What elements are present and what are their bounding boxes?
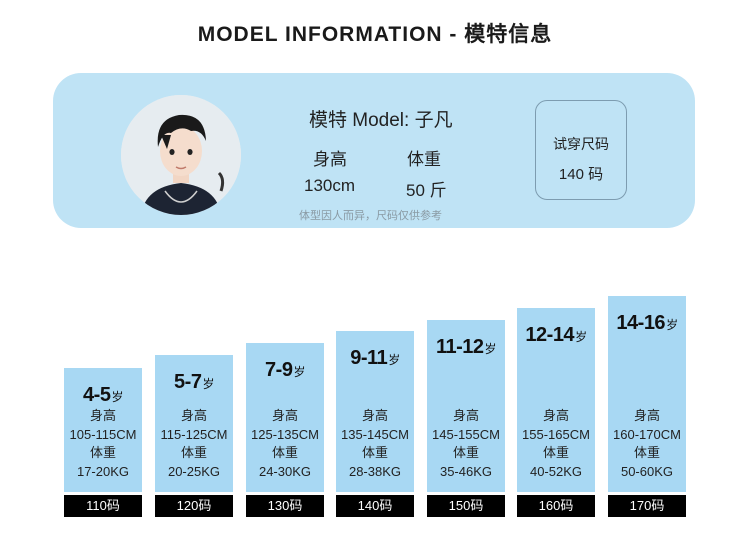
size-tag: 160码: [517, 495, 595, 517]
size-tag: 170码: [608, 495, 686, 517]
size-disclaimer: 体型因人而异，尺码仅供参考: [299, 210, 442, 222]
age-unit: 岁: [388, 353, 400, 367]
height-value: 130cm: [304, 176, 356, 195]
weight-label: 体重: [407, 150, 441, 169]
size-column: 9-11岁身高 135-145CM 体重 28-38KG 140码: [336, 331, 414, 517]
try-on-size-box: 试穿尺码 140 码: [535, 100, 627, 200]
age-unit: 岁: [484, 342, 497, 356]
size-tag: 120码: [155, 495, 233, 517]
size-details: 身高 135-145CM 体重 28-38KG: [336, 407, 414, 481]
weight-label: 体重: [452, 445, 479, 460]
weight-range: 24-30KG: [258, 463, 312, 479]
size-column: 7-9岁身高 125-135CM 体重 24-30KG 130码: [246, 343, 324, 517]
weight-range: 35-46KG: [439, 463, 493, 479]
size-box: [427, 320, 505, 492]
age-range-value: 12-14: [525, 324, 575, 346]
page-title: MODEL INFORMATION - 模特信息: [197, 23, 553, 46]
size-details: 身高 105-115CM 体重 17-20KG: [64, 407, 142, 481]
size-column: 14-16岁身高 160-170CM 体重 50-60KG 170码: [608, 296, 686, 517]
height-range: 155-165CM: [522, 426, 590, 442]
height-range: 115-125CM: [160, 426, 228, 442]
size-column: 4-5岁 身高 105-115CM 体重 17-20KG 110码: [64, 368, 142, 517]
weight-range: 20-25KG: [167, 463, 221, 479]
height-label: 身高: [313, 150, 347, 169]
size-details: 身高 155-165CM 体重 40-52KG: [517, 407, 595, 481]
age-unit: 岁: [111, 390, 123, 404]
age-range: 4-5岁: [64, 384, 142, 407]
size-details: 身高 125-135CM 体重 24-30KG: [246, 407, 324, 481]
age-range: 12-14岁: [517, 324, 595, 347]
size-tag: 140码: [336, 495, 414, 517]
age-range-value: 5-7: [174, 371, 202, 393]
model-avatar: [121, 95, 241, 215]
age-range: 9-11岁: [336, 347, 414, 370]
weight-range: 50-60KG: [620, 463, 674, 479]
age-range: 11-12岁: [427, 336, 505, 359]
weight-range: 17-20KG: [76, 463, 130, 479]
age-unit: 岁: [293, 365, 305, 379]
height-range: 160-170CM: [613, 426, 681, 442]
size-column: 12-14岁身高 155-165CM 体重 40-52KG 160码: [517, 308, 595, 517]
age-unit: 岁: [575, 330, 587, 344]
weight-label: 体重: [361, 445, 388, 460]
age-range: 5-7岁: [155, 371, 233, 394]
height-range: 105-115CM: [69, 426, 137, 442]
height-label: 身高: [452, 408, 479, 423]
age-unit: 岁: [202, 377, 214, 391]
size-box: [64, 368, 142, 492]
weight-label: 体重: [271, 445, 298, 460]
size-tag: 150码: [427, 495, 505, 517]
height-label: 身高: [89, 408, 116, 423]
size-details: 身高 160-170CM 体重 50-60KG: [608, 407, 686, 481]
age-range-value: 11-12: [435, 336, 484, 358]
size-box: [336, 331, 414, 492]
age-range-value: 14-16: [616, 312, 666, 334]
weight-label: 体重: [180, 445, 207, 460]
age-range: 14-16岁: [608, 312, 686, 335]
size-box: [517, 308, 595, 492]
height-range: 125-135CM: [251, 426, 319, 442]
model-name: 模特 Model: 子凡: [309, 110, 453, 131]
size-tag: 130码: [246, 495, 324, 517]
try-on-label: 试穿尺码: [553, 136, 609, 152]
height-label: 身高: [633, 408, 660, 423]
size-details: 身高 145-155CM 体重 35-46KG: [427, 407, 505, 481]
model-info-card: 模特 Model: 子凡 身高 体重 130cm 50 斤 体型因人而异，尺码仅…: [53, 73, 695, 228]
size-tag: 110码: [64, 495, 142, 517]
weight-label: 体重: [542, 445, 569, 460]
try-on-size: 140 码: [558, 166, 604, 183]
weight-label: 体重: [633, 445, 660, 460]
height-label: 身高: [271, 408, 298, 423]
weight-range: 40-52KG: [529, 463, 583, 479]
size-box: [608, 296, 686, 492]
height-range: 145-155CM: [432, 426, 500, 442]
height-label: 身高: [542, 408, 569, 423]
height-range: 135-145CM: [341, 426, 409, 442]
age-range-value: 4-5: [83, 384, 111, 406]
size-box: [246, 343, 324, 492]
height-label: 身高: [361, 408, 388, 423]
weight-label: 体重: [89, 445, 116, 460]
size-box: [155, 355, 233, 492]
age-unit: 岁: [666, 318, 678, 332]
weight-value: 50 斤: [406, 181, 447, 200]
size-details: 身高 115-125CM 体重 20-25KG: [155, 407, 233, 481]
age-range-value: 9-11: [350, 347, 388, 369]
age-range: 7-9岁: [246, 359, 324, 382]
height-label: 身高: [180, 408, 207, 423]
age-range-value: 7-9: [265, 359, 293, 381]
size-column: 11-12岁身高 145-155CM 体重 35-46KG 150码: [427, 320, 505, 517]
size-column: 5-7岁身高 115-125CM 体重 20-25KG 120码: [155, 355, 233, 517]
weight-range: 28-38KG: [348, 463, 402, 479]
